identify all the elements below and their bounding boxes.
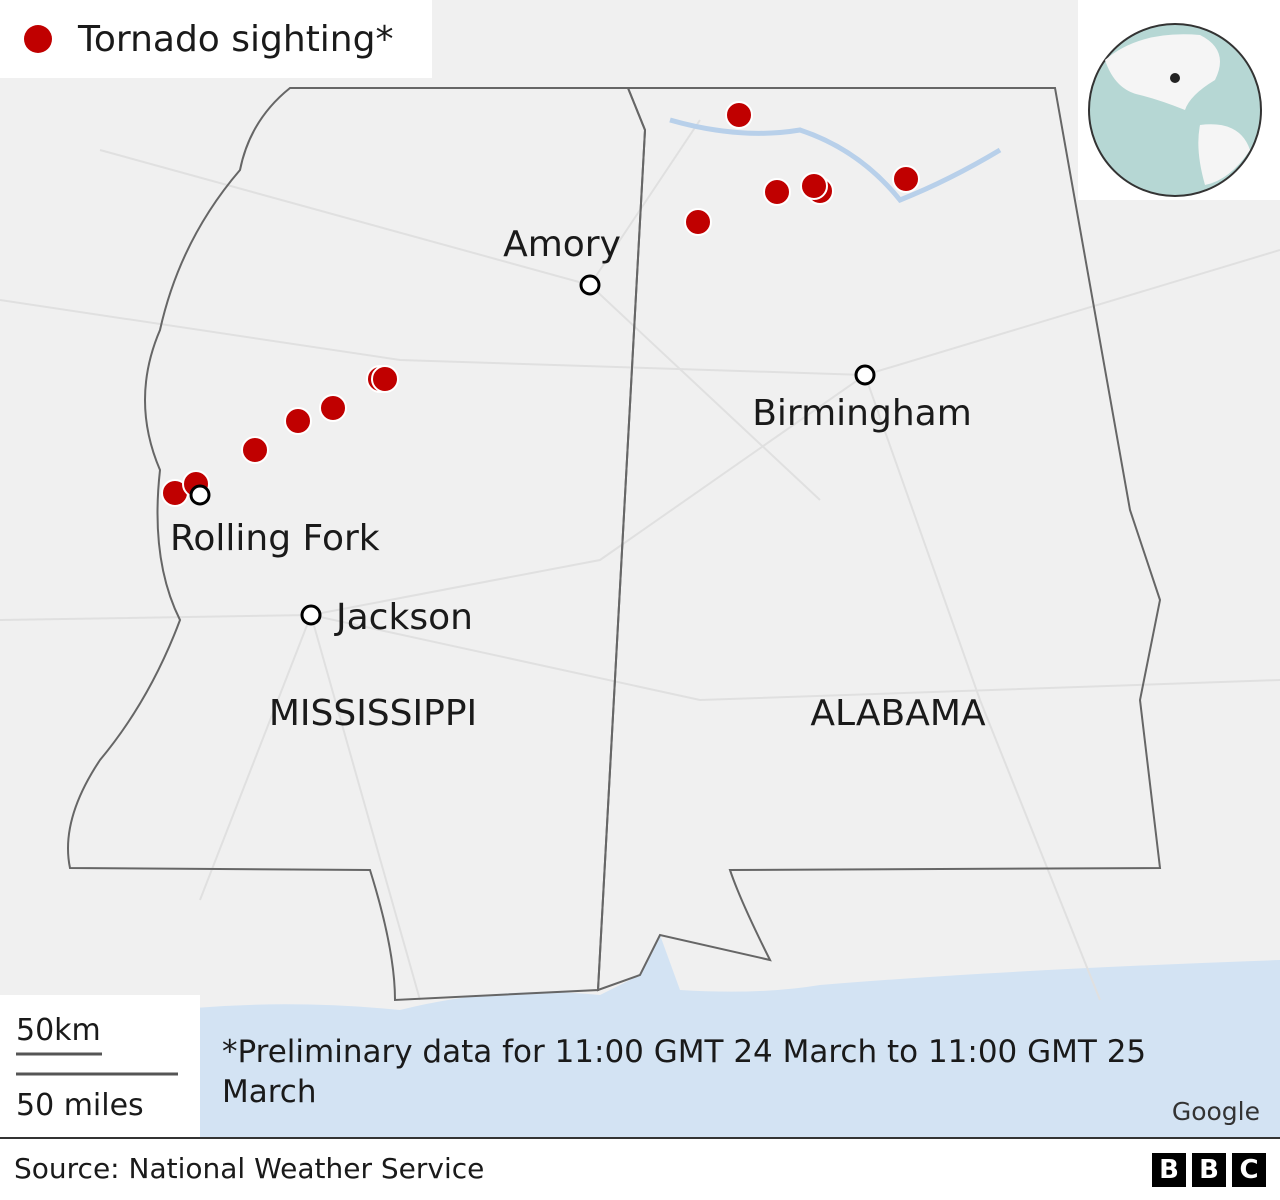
tornado-dot <box>371 365 399 393</box>
city-label: Birmingham <box>752 393 972 434</box>
globe-location <box>1170 73 1180 83</box>
bbc-logo: B B C <box>1152 1153 1266 1187</box>
tornado-dot <box>241 436 269 464</box>
tornado-dot <box>725 101 753 129</box>
land <box>0 0 1280 1138</box>
legend-box <box>0 0 432 78</box>
logo-letter: C <box>1232 1153 1266 1187</box>
tornado-dot <box>763 178 791 206</box>
city-marker <box>579 274 601 296</box>
footnote: *Preliminary data for 11:00 GMT 24 March… <box>222 1034 1147 1110</box>
legend-dot <box>24 25 52 53</box>
tornado-dot <box>319 394 347 422</box>
logo-letter: B <box>1152 1153 1186 1187</box>
legend-label: Tornado sighting* <box>77 19 393 60</box>
state-label: ALABAMA <box>810 693 986 734</box>
gulf-water <box>0 935 1280 1138</box>
tornado-sightings <box>161 101 920 507</box>
city-marker <box>300 604 322 626</box>
alabama-border <box>596 87 1162 992</box>
tornado-dot <box>684 208 712 236</box>
scale-box <box>0 995 200 1138</box>
state-label: MISSISSIPPI <box>269 693 477 734</box>
source: Source: National Weather Service <box>14 1152 485 1185</box>
city-label: Rolling Fork <box>170 518 380 559</box>
city-label: Amory <box>503 224 621 265</box>
globe-land <box>1105 34 1220 110</box>
tornado-dot <box>800 172 828 200</box>
river <box>669 117 1002 204</box>
tornado-dot <box>284 407 312 435</box>
scale-km: 50km <box>16 1013 101 1048</box>
city-label: Jackson <box>334 597 473 638</box>
scale-miles: 50 miles <box>16 1088 144 1123</box>
city-markers <box>189 274 876 626</box>
attribution: Google <box>1172 1097 1260 1126</box>
city-marker <box>854 364 876 386</box>
logo-letter: B <box>1192 1153 1226 1187</box>
city-marker <box>189 484 211 506</box>
globe-land <box>1198 124 1250 185</box>
tornado-dot <box>892 165 920 193</box>
mississippi-border <box>67 87 647 1002</box>
